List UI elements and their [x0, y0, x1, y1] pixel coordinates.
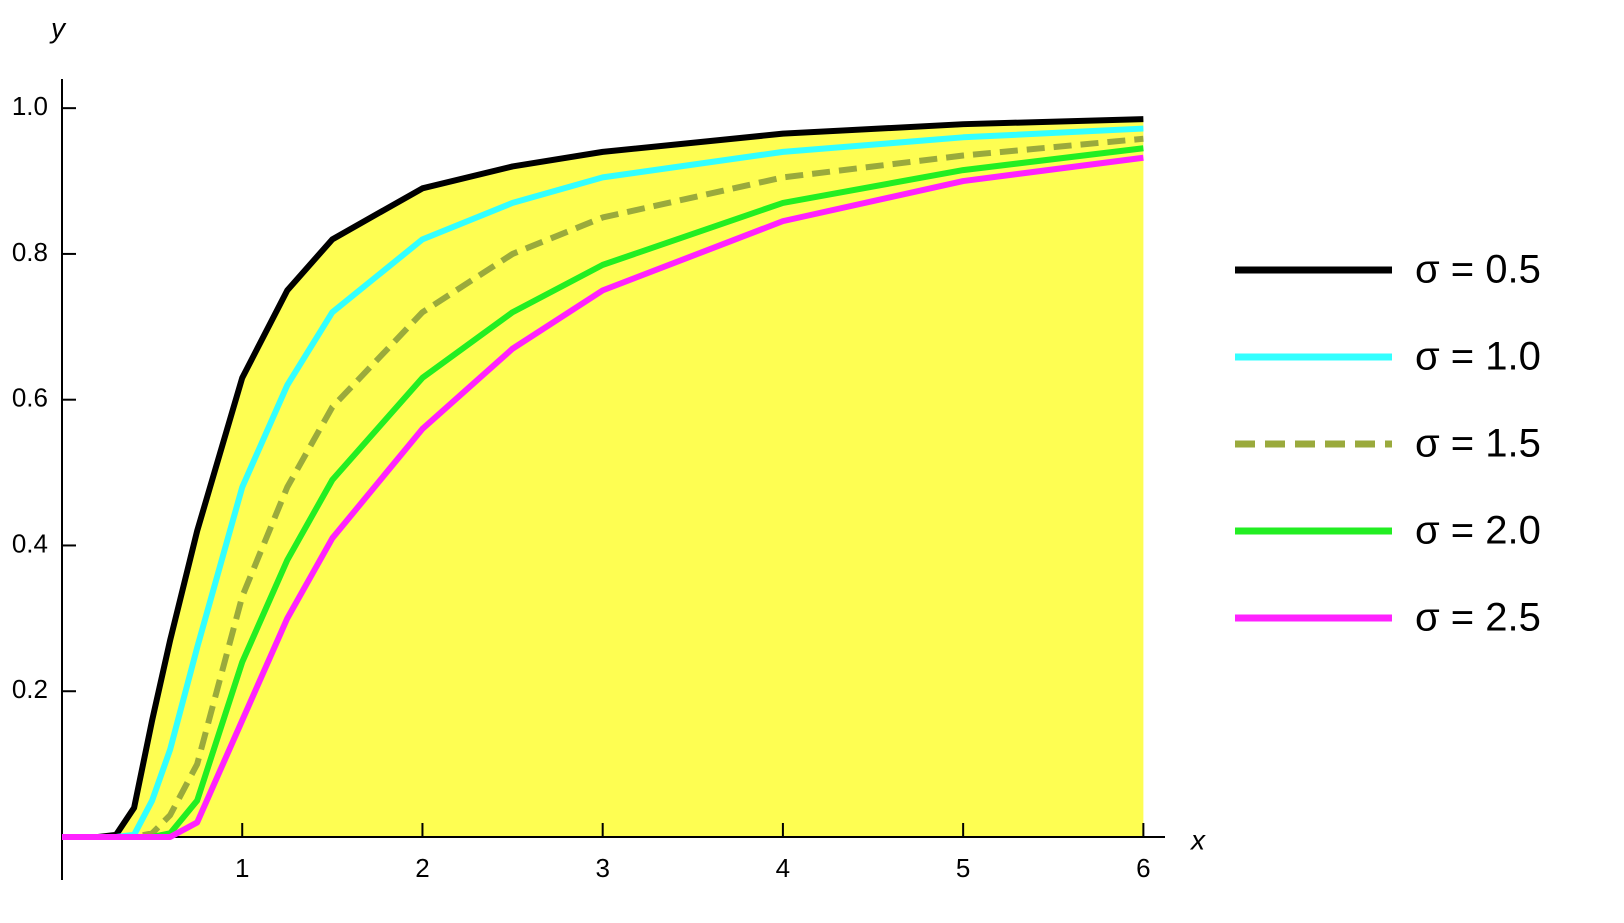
legend-text: σ = 2.0 [1415, 509, 1541, 553]
y-axis-label: y [49, 12, 67, 43]
x-tick-label: 5 [956, 853, 970, 883]
area-fill [62, 119, 1144, 837]
x-tick-label: 1 [235, 853, 249, 883]
legend-text: σ = 2.5 [1415, 596, 1541, 640]
legend-text: σ = 1.0 [1415, 335, 1541, 379]
x-tick-label: 3 [595, 853, 609, 883]
legend-text: σ = 0.5 [1415, 248, 1541, 292]
x-tick-label: 4 [776, 853, 790, 883]
x-tick-label: 2 [415, 853, 429, 883]
x-axis-label: x [1189, 824, 1206, 855]
y-tick-label: 1.0 [12, 91, 48, 121]
series-line [62, 154, 1144, 840]
y-tick-label: 0.4 [12, 528, 48, 558]
x-tick-label: 6 [1136, 853, 1150, 883]
series-line [62, 116, 1144, 840]
legend-text: σ = 1.5 [1415, 422, 1541, 466]
y-tick-label: 0.8 [12, 237, 48, 267]
y-tick-label: 0.6 [12, 383, 48, 413]
y-tick-label: 0.2 [12, 674, 48, 704]
